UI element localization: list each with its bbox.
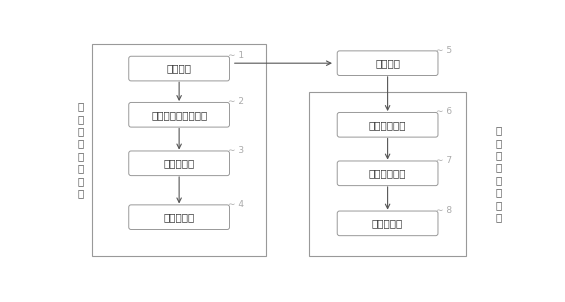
Text: 光学天线: 光学天线 bbox=[167, 64, 192, 74]
Text: 信
号
集
中
处
理
单
元: 信 号 集 中 处 理 单 元 bbox=[496, 125, 502, 222]
Text: 少模光纤: 少模光纤 bbox=[375, 58, 400, 68]
Text: ∼ 8: ∼ 8 bbox=[436, 206, 453, 215]
FancyBboxPatch shape bbox=[337, 51, 438, 76]
Text: ∼ 3: ∼ 3 bbox=[228, 146, 244, 155]
Text: ∼ 1: ∼ 1 bbox=[228, 51, 244, 60]
Text: ∼ 6: ∼ 6 bbox=[436, 107, 453, 116]
Text: 前
端
信
号
接
收
单
元: 前 端 信 号 接 收 单 元 bbox=[77, 101, 84, 198]
Text: ∼ 2: ∼ 2 bbox=[228, 97, 244, 106]
FancyBboxPatch shape bbox=[129, 205, 229, 230]
Text: 波分解复用器: 波分解复用器 bbox=[369, 168, 406, 178]
FancyBboxPatch shape bbox=[337, 161, 438, 186]
Text: ∼ 4: ∼ 4 bbox=[228, 200, 244, 209]
FancyBboxPatch shape bbox=[129, 56, 229, 81]
Text: 模分解复用器: 模分解复用器 bbox=[369, 120, 406, 130]
Text: 模分复用器: 模分复用器 bbox=[163, 212, 195, 222]
Bar bbox=[309, 92, 466, 256]
FancyBboxPatch shape bbox=[129, 102, 229, 127]
Text: 大模场单模光纤阵列: 大模场单模光纤阵列 bbox=[151, 110, 207, 120]
Text: ∼ 7: ∼ 7 bbox=[436, 156, 453, 165]
Bar bbox=[92, 44, 266, 256]
Text: 光电探测器: 光电探测器 bbox=[372, 218, 403, 228]
FancyBboxPatch shape bbox=[337, 112, 438, 137]
FancyBboxPatch shape bbox=[129, 151, 229, 175]
Text: 波分复用器: 波分复用器 bbox=[163, 158, 195, 168]
Text: ∼ 5: ∼ 5 bbox=[436, 46, 453, 55]
FancyBboxPatch shape bbox=[337, 211, 438, 236]
